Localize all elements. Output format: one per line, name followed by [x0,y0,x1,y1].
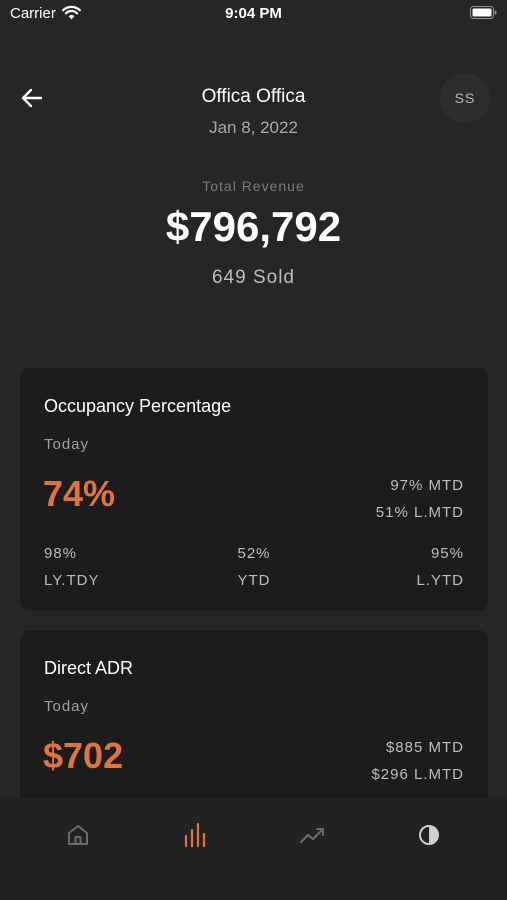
direct-adr-card[interactable]: Direct ADR Today $702 $885 MTD $296 L.MT… [20,630,488,830]
contrast-icon [419,825,439,845]
card-title: Direct ADR [44,658,134,678]
tab-bar-chart[interactable] [175,820,215,850]
occupancy-card[interactable]: Occupancy Percentage Today 74% 97% MTD 5… [20,368,488,611]
stat-label: LY.TDY [44,572,100,589]
last-mtd-value: $296 L.MTD [371,766,464,783]
clock: 9:04 PM [225,5,282,22]
stat-ytd: 52% YTD [20,540,488,594]
bar-chart-icon [184,822,206,848]
tab-theme[interactable] [409,820,449,850]
page-title: Offica Offica [201,86,306,107]
mtd-value: $885 MTD [385,739,464,756]
stat-label: L.YTD [416,572,464,589]
wifi-icon [62,5,81,20]
stat-value: 98% [44,545,78,562]
tab-trends[interactable] [292,820,332,850]
tab-home[interactable] [58,820,98,850]
back-button[interactable] [18,84,46,112]
arrow-left-icon [21,88,43,108]
page-date: Jan 8, 2022 [209,118,298,137]
total-revenue-label: Total Revenue [202,178,305,194]
last-mtd-value: 51% L.MTD [375,504,464,521]
stat-value: 52% [237,545,271,562]
avatar[interactable]: SS [440,73,490,123]
stat-value: 95% [430,545,464,562]
sold-count: 649 Sold [211,267,295,288]
card-main-value: 74% [43,473,116,514]
carrier-label: Carrier [10,5,56,22]
card-comparison: 97% MTD 51% L.MTD [376,472,464,526]
stat-l-ytd: 95% L.YTD [416,540,464,594]
stat-label: YTD [237,572,271,589]
stat-ly-tdy: 98% LY.TDY [44,540,99,594]
home-icon [68,825,88,845]
trend-line-icon [300,828,324,843]
total-revenue-value: $796,792 [165,203,342,250]
card-period: Today [44,436,90,453]
card-title: Occupancy Percentage [44,396,232,416]
card-period: Today [44,698,90,715]
card-main-value: $702 [43,735,124,776]
tab-bar [0,798,507,900]
card-comparison: $885 MTD $296 L.MTD [371,734,464,788]
status-bar: Carrier 9:04 PM [0,0,507,28]
battery-icon [470,6,497,19]
mtd-value: 97% MTD [390,477,464,494]
